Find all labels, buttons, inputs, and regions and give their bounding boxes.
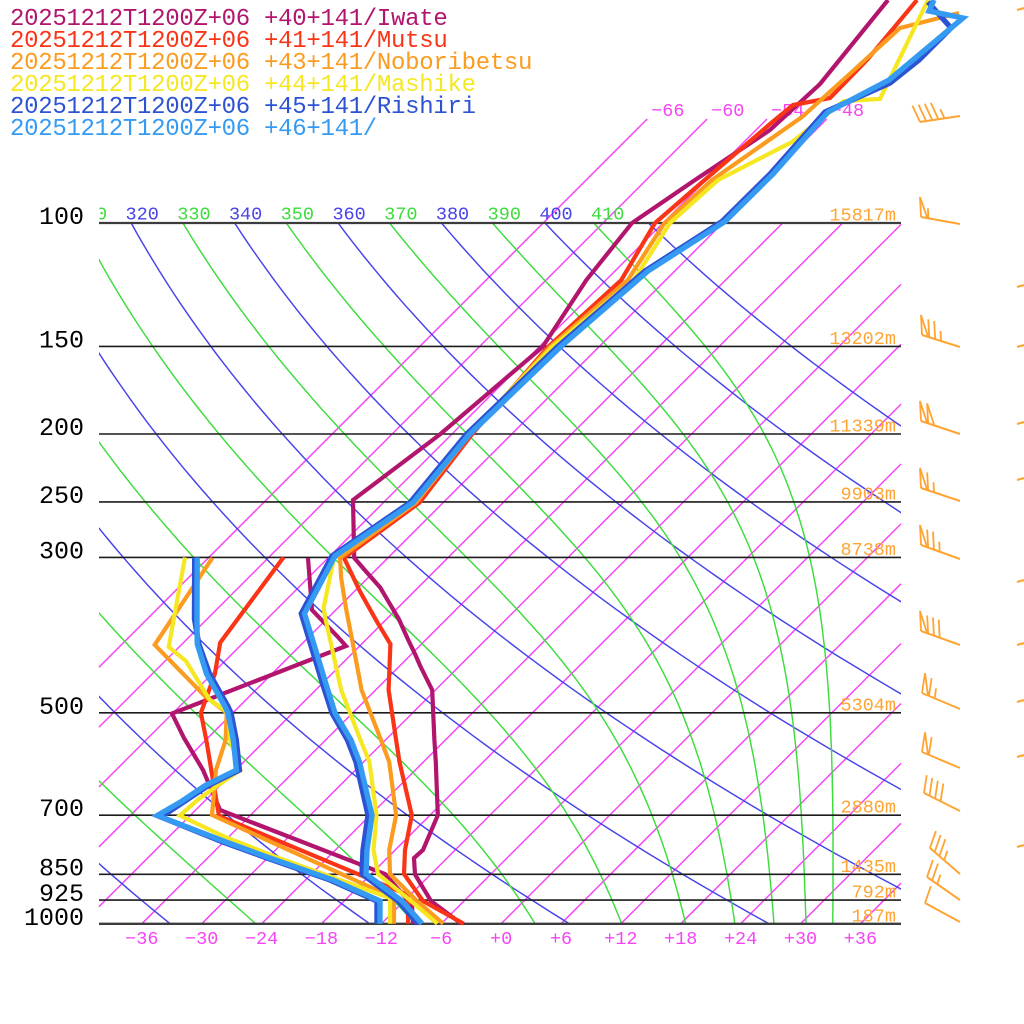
- svg-text:500: 500: [39, 693, 84, 722]
- svg-text:20251212T1200Z+06 +44+141/Mash: 20251212T1200Z+06 +44+141/Mashike: [10, 72, 476, 99]
- svg-text:+24: +24: [724, 929, 757, 950]
- svg-text:150: 150: [39, 326, 84, 355]
- svg-text:390: 390: [488, 205, 521, 226]
- svg-text:−66: −66: [651, 101, 684, 122]
- svg-text:340: 340: [229, 205, 262, 226]
- svg-text:−60: −60: [711, 101, 744, 122]
- svg-text:250: 250: [39, 482, 84, 511]
- svg-text:330: 330: [177, 205, 210, 226]
- svg-text:300: 300: [39, 537, 84, 566]
- svg-text:187m: 187m: [852, 906, 896, 927]
- svg-text:9903m: 9903m: [840, 484, 896, 505]
- svg-text:20251212T1200Z+06 +40+141/Iwat: 20251212T1200Z+06 +40+141/Iwate: [10, 6, 447, 33]
- svg-text:+36: +36: [844, 929, 877, 950]
- svg-text:+6: +6: [550, 929, 572, 950]
- svg-text:380: 380: [436, 205, 469, 226]
- svg-text:2880m: 2880m: [840, 798, 896, 819]
- svg-text:200: 200: [39, 414, 84, 443]
- svg-text:1000: 1000: [24, 904, 84, 933]
- svg-text:−36: −36: [125, 929, 158, 950]
- svg-text:−30: −30: [185, 929, 218, 950]
- svg-text:20251212T1200Z+06 +43+141/Nobo: 20251212T1200Z+06 +43+141/Noboribetsu: [10, 50, 532, 77]
- svg-text:−12: −12: [365, 929, 398, 950]
- svg-text:−6: −6: [430, 929, 452, 950]
- svg-text:+30: +30: [784, 929, 817, 950]
- svg-text:360: 360: [332, 205, 365, 226]
- svg-text:11339m: 11339m: [829, 417, 896, 438]
- svg-text:5304m: 5304m: [840, 695, 896, 716]
- svg-text:400: 400: [539, 205, 572, 226]
- svg-text:+12: +12: [604, 929, 637, 950]
- svg-text:100: 100: [39, 203, 84, 232]
- svg-text:20251212T1200Z+06 +45+141/Rish: 20251212T1200Z+06 +45+141/Rishiri: [10, 94, 476, 121]
- svg-text:15817m: 15817m: [829, 206, 896, 227]
- svg-text:410: 410: [591, 205, 624, 226]
- svg-text:370: 370: [384, 205, 417, 226]
- svg-text:+0: +0: [490, 929, 512, 950]
- svg-text:13202m: 13202m: [829, 329, 896, 350]
- svg-text:1435m: 1435m: [840, 857, 896, 878]
- svg-text:20251212T1200Z+06 +46+141/: 20251212T1200Z+06 +46+141/: [10, 116, 377, 143]
- svg-text:792m: 792m: [852, 883, 896, 904]
- svg-text:−24: −24: [245, 929, 278, 950]
- svg-text:700: 700: [39, 795, 84, 824]
- svg-text:20251212T1200Z+06 +41+141/Muts: 20251212T1200Z+06 +41+141/Mutsu: [10, 28, 447, 55]
- svg-text:350: 350: [281, 205, 314, 226]
- svg-text:310: 310: [74, 205, 107, 226]
- svg-text:+18: +18: [664, 929, 697, 950]
- svg-text:−18: −18: [305, 929, 338, 950]
- svg-text:925: 925: [39, 880, 84, 909]
- svg-text:850: 850: [39, 854, 84, 883]
- svg-text:8738m: 8738m: [840, 540, 896, 561]
- svg-text:320: 320: [126, 205, 159, 226]
